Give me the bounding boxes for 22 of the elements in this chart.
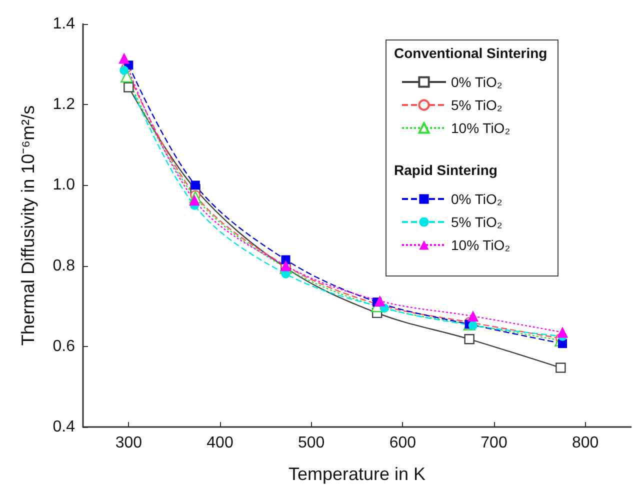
x-tick-label: 600 — [389, 434, 416, 452]
y-tick-label: 1.0 — [52, 176, 76, 194]
x-tick-label: 800 — [572, 434, 599, 452]
y-tick-label: 0.4 — [52, 418, 76, 436]
y-tick-label: 1.4 — [52, 16, 76, 32]
x-tick-label: 500 — [298, 434, 325, 452]
x-axis-title: Temperature in K — [288, 464, 426, 484]
y-tick-label: 1.2 — [52, 96, 76, 114]
legend-label: 5% TiO₂ — [451, 214, 502, 230]
legend-label: 5% TiO₂ — [451, 97, 502, 113]
y-axis-title: Thermal Diffusivity in 10⁻⁶m²/s — [18, 105, 38, 346]
legend-label: 10% TiO₂ — [451, 237, 510, 253]
y-tick-label: 0.8 — [52, 257, 76, 274]
legend-label: 0% TiO₂ — [451, 74, 502, 90]
x-tick-label: 300 — [115, 434, 142, 452]
x-tick-label: 700 — [480, 434, 508, 452]
annotation: Rapid Sintering — [394, 162, 498, 178]
legend-label: 10% TiO₂ — [451, 120, 510, 136]
y-tick-label: 0.6 — [52, 338, 76, 355]
x-tick-label: 400 — [206, 434, 234, 452]
annotation: Conventional Sintering — [394, 45, 548, 61]
legend-label: 0% TiO₂ — [451, 191, 502, 207]
